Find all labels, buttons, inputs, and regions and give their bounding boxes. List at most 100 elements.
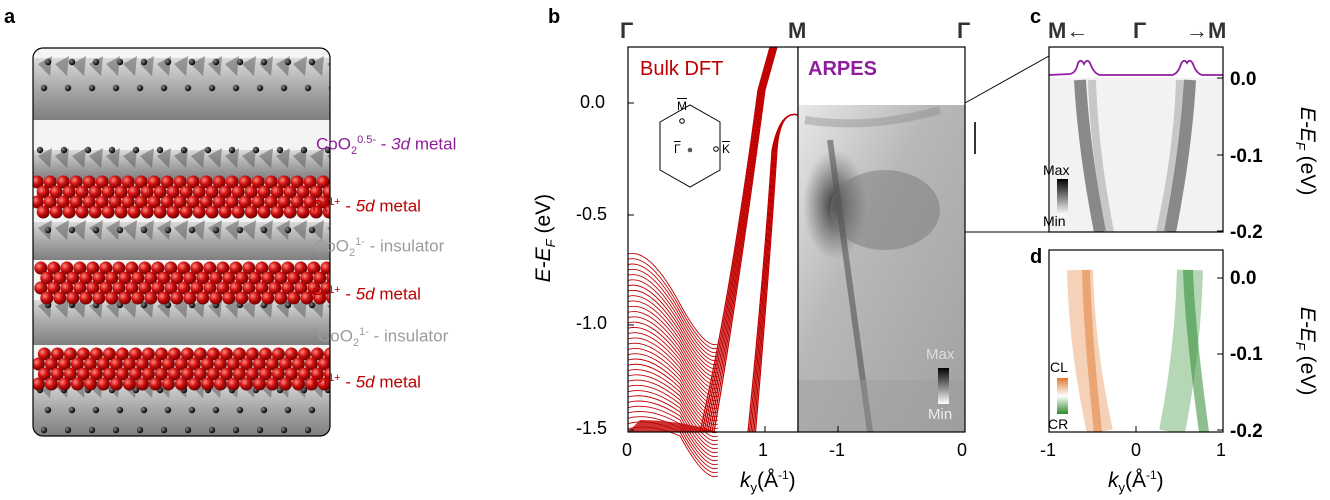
pt-atom	[83, 377, 97, 391]
pt-atom	[284, 367, 298, 381]
pt-atom	[112, 261, 126, 275]
pt-atom	[73, 261, 87, 275]
pt-atom	[271, 367, 285, 381]
pt-atom	[187, 357, 201, 371]
dft-band-upper	[754, 113, 799, 433]
pt-atom	[200, 357, 214, 371]
octahedron-face	[106, 56, 120, 76]
pt-atom	[303, 195, 317, 209]
octahedron-face	[106, 220, 120, 240]
pt-atom	[270, 185, 284, 199]
oxygen-atom	[212, 226, 220, 234]
oxygen-atom	[136, 426, 144, 434]
pt-atom	[164, 261, 178, 275]
pt-atom	[121, 175, 135, 189]
b-xtick-1: 1	[758, 440, 769, 460]
pt-atom	[105, 291, 119, 305]
oxygen-atom	[212, 58, 220, 66]
pt-atom	[157, 291, 171, 305]
octahedron-face	[38, 148, 52, 168]
pt-atom	[101, 185, 115, 199]
dft-band-curve	[627, 274, 719, 362]
pt-atom	[257, 205, 271, 219]
pt-atom	[128, 367, 142, 381]
pt-atom	[179, 185, 193, 199]
pt-atom	[209, 291, 223, 305]
pt-atom	[294, 281, 308, 295]
pt-atom	[89, 367, 103, 381]
pt-atom	[82, 195, 96, 209]
b-xlabel: ky(Å-1)	[740, 468, 796, 496]
pt-atom	[232, 347, 246, 361]
pt-atom	[313, 291, 327, 305]
octahedron-face	[55, 148, 69, 168]
pt-atom	[166, 185, 180, 199]
pt-atom	[147, 195, 161, 209]
pt-atom	[255, 261, 269, 275]
pt-atom	[199, 175, 213, 189]
dft-band-curve	[627, 311, 719, 390]
oxygen-atom	[252, 146, 260, 154]
pt-atom	[209, 271, 223, 285]
oxygen-atom	[44, 58, 52, 66]
dft-steep-band	[713, 46, 778, 433]
pt-atom	[199, 195, 213, 209]
pt-atom	[205, 205, 219, 219]
pt-atom	[33, 175, 44, 189]
octahedron-face	[157, 148, 171, 168]
oxygen-atom	[308, 226, 316, 234]
pt-atom	[322, 205, 330, 219]
pt-atom	[70, 357, 84, 371]
dft-band-curve	[627, 268, 719, 358]
pt-atom	[309, 185, 323, 199]
c-ytick-2: -0.2	[1230, 222, 1263, 243]
pt-atom	[265, 357, 279, 371]
octahedron-face	[174, 56, 188, 76]
octahedron-face	[310, 148, 324, 168]
pt-atom	[212, 175, 226, 189]
d-xlabel: ky(Å-1)	[1108, 468, 1164, 496]
oxygen-atom	[236, 406, 244, 414]
pt-atom	[62, 205, 76, 219]
oxygen-atom	[260, 58, 268, 66]
pt-atom	[270, 205, 284, 219]
pt-atom	[75, 205, 89, 219]
bz-label-m: M	[677, 99, 687, 113]
pt-atom	[83, 357, 97, 371]
pt-atom	[252, 357, 266, 371]
oxygen-atom	[64, 84, 72, 92]
pt-atom	[226, 377, 240, 391]
pt-atom	[174, 377, 188, 391]
pt-atom	[180, 347, 194, 361]
pt-atom	[57, 357, 71, 371]
pt-atom	[300, 271, 314, 285]
pt-atom	[125, 261, 139, 275]
pt-atom	[66, 271, 80, 285]
octahedron-face	[55, 56, 69, 76]
c-ytick-0: 0.0	[1230, 69, 1257, 90]
pt-atom	[170, 291, 184, 305]
oxygen-atom	[64, 426, 72, 434]
pt-atom	[73, 281, 87, 295]
dft-band-curve	[627, 384, 719, 446]
arpes-zoom-plot	[1048, 46, 1224, 233]
c-sym-m-right: →M	[1186, 18, 1227, 43]
oxygen-atom	[68, 406, 76, 414]
pt-atom	[264, 175, 278, 189]
pt-atom	[127, 185, 141, 199]
oxygen-atom	[92, 226, 100, 234]
pt-atom	[95, 195, 109, 209]
b-ytick-2: -1.0	[576, 313, 608, 333]
pt-atom	[33, 195, 44, 209]
pt-atom	[161, 377, 175, 391]
pt-atom	[108, 195, 122, 209]
oxygen-atom	[236, 226, 244, 234]
oxygen-atom	[116, 58, 124, 66]
pt-atom	[118, 291, 132, 305]
pt-atom	[307, 281, 321, 295]
pt-atom	[141, 367, 155, 381]
oxygen-atom	[304, 426, 312, 434]
pt-atom	[125, 281, 139, 295]
dft-steep-band	[701, 46, 772, 433]
oxygen-atom	[140, 58, 148, 66]
